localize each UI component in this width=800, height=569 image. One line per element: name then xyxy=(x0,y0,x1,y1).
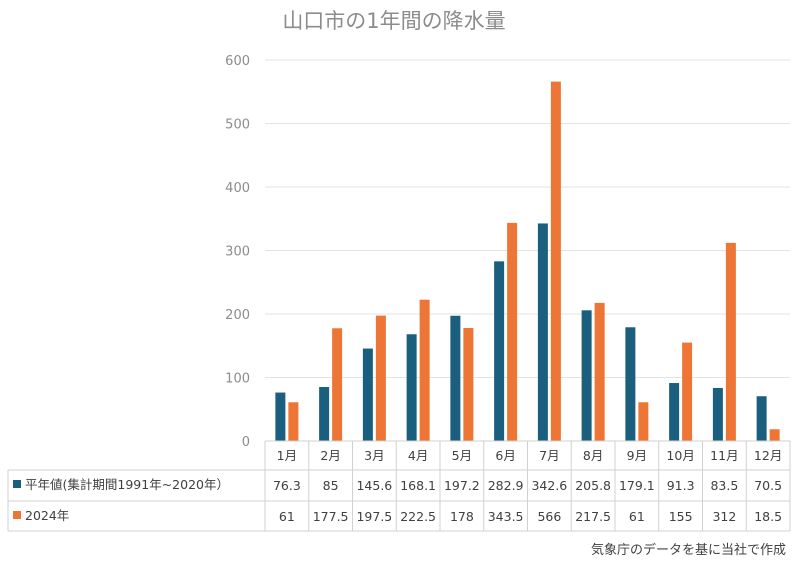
y-tick-label: 100 xyxy=(225,372,250,387)
x-tick-label: 11月 xyxy=(710,448,738,463)
bar-normal-10 xyxy=(669,383,680,441)
bar-normal-2 xyxy=(319,387,330,441)
x-tick-label: 8月 xyxy=(583,448,603,463)
bar-2024-11 xyxy=(725,242,736,441)
bar-normal-7 xyxy=(537,223,548,441)
bar-normal-1 xyxy=(275,392,286,441)
x-tick-label: 2月 xyxy=(320,448,340,463)
bar-normal-6 xyxy=(494,261,505,441)
data-label: 282.9 xyxy=(488,478,524,493)
data-label: 76.3 xyxy=(273,478,301,493)
y-axis-tick-labels: 0 100 200 300 400 500 600 xyxy=(225,54,250,450)
y-tick-label: 500 xyxy=(225,118,250,133)
bar-2024-5 xyxy=(463,327,474,441)
y-tick-label: 200 xyxy=(225,308,250,323)
data-label: 61 xyxy=(629,509,645,524)
bars xyxy=(275,81,780,441)
x-tick-label: 1月 xyxy=(277,448,297,463)
bar-normal-3 xyxy=(362,348,373,441)
y-tick-label: 0 xyxy=(242,435,250,450)
data-label: 70.5 xyxy=(754,478,782,493)
bar-2024-2 xyxy=(332,328,343,441)
data-label: 205.8 xyxy=(575,478,611,493)
data-label: 155 xyxy=(669,509,693,524)
bar-normal-9 xyxy=(625,327,636,441)
legend-label: 2024年 xyxy=(25,508,69,523)
data-label: 342.6 xyxy=(531,478,567,493)
source-note: 気象庁のデータを基に当社で作成 xyxy=(591,542,786,558)
x-tick-label: 5月 xyxy=(452,448,472,463)
data-label: 168.1 xyxy=(400,478,436,493)
bar-2024-9 xyxy=(638,402,649,441)
gridlines xyxy=(265,59,790,442)
x-tick-label: 9月 xyxy=(627,448,647,463)
data-label: 18.5 xyxy=(754,509,782,524)
bar-2024-4 xyxy=(419,299,430,441)
bar-normal-4 xyxy=(406,334,417,441)
data-label: 83.5 xyxy=(710,478,738,493)
y-tick-label: 400 xyxy=(225,181,250,196)
bar-normal-12 xyxy=(756,396,767,441)
x-tick-label: 6月 xyxy=(495,448,515,463)
x-tick-label: 4月 xyxy=(408,448,428,463)
data-label: 312 xyxy=(712,509,736,524)
x-tick-label: 3月 xyxy=(364,448,384,463)
bar-normal-5 xyxy=(450,315,461,441)
data-label: 91.3 xyxy=(667,478,695,493)
bar-2024-7 xyxy=(550,81,561,441)
y-tick-label: 300 xyxy=(225,245,250,260)
data-label: 566 xyxy=(537,509,561,524)
data-label: 61 xyxy=(279,509,295,524)
bar-normal-8 xyxy=(581,310,592,441)
data-label: 343.5 xyxy=(488,509,524,524)
x-tick-label: 10月 xyxy=(666,448,694,463)
bar-2024-10 xyxy=(682,342,693,441)
data-label: 178 xyxy=(450,509,474,524)
y-tick-label: 600 xyxy=(225,54,250,69)
chart-title: 山口市の1年間の降水量 xyxy=(282,9,505,33)
data-label: 179.1 xyxy=(619,478,655,493)
bar-2024-6 xyxy=(507,222,518,441)
bar-2024-8 xyxy=(594,302,605,441)
bar-normal-11 xyxy=(712,387,723,441)
data-label: 197.2 xyxy=(444,478,480,493)
x-tick-label: 7月 xyxy=(539,448,559,463)
data-label: 197.5 xyxy=(356,509,392,524)
data-label: 217.5 xyxy=(575,509,611,524)
data-table: 1月 2月 3月 4月 5月 6月 7月 8月 9月 10月 11月 12月平年値(集計期間1991年… xyxy=(7,440,791,532)
data-label: 222.5 xyxy=(400,509,436,524)
data-label: 85 xyxy=(323,478,339,493)
data-label: 145.6 xyxy=(356,478,392,493)
data-label: 177.5 xyxy=(313,509,349,524)
bar-2024-1 xyxy=(288,402,299,441)
legend-swatch xyxy=(13,511,21,519)
bar-2024-12 xyxy=(769,429,780,441)
legend-label: 平年値(集計期間1991年~2020年） xyxy=(25,477,229,492)
bar-2024-3 xyxy=(375,315,386,441)
legend-swatch xyxy=(13,480,21,488)
x-tick-label: 12月 xyxy=(754,448,782,463)
